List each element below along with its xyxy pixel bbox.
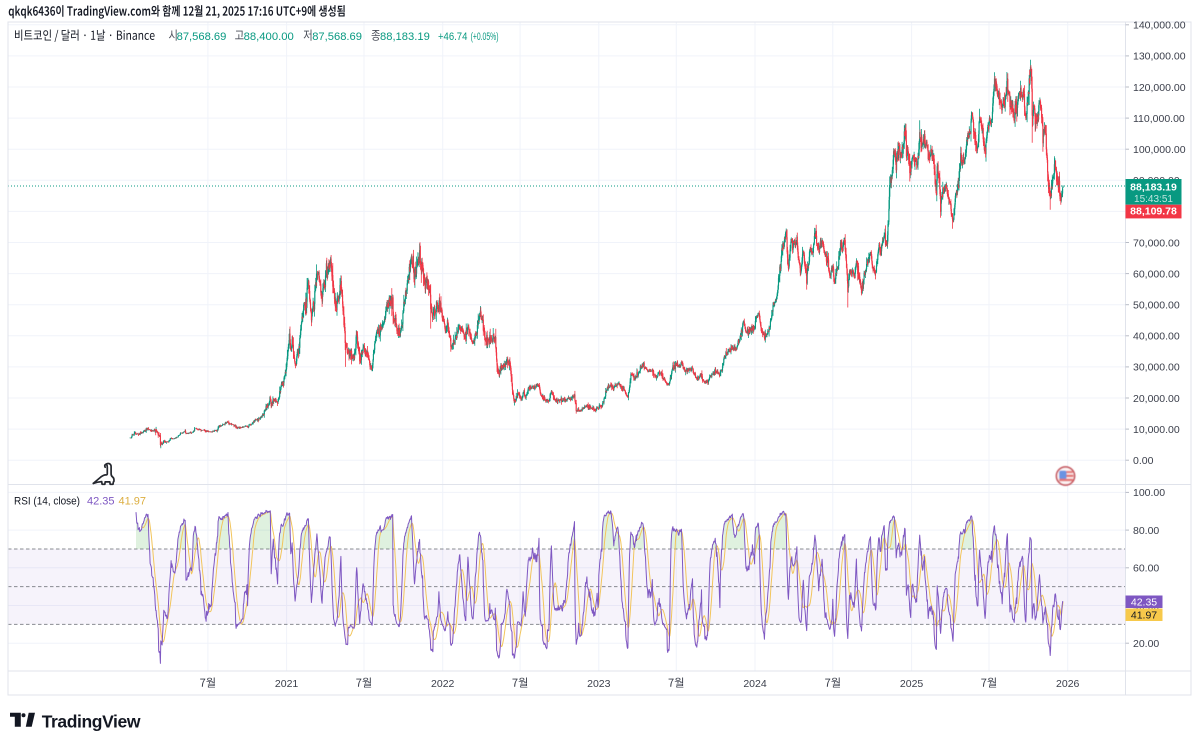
- svg-text:88,183.19: 88,183.19: [1130, 181, 1177, 193]
- svg-text:2021: 2021: [275, 678, 299, 690]
- svg-text:2026: 2026: [1056, 678, 1080, 690]
- svg-text:40,000.00: 40,000.00: [1133, 331, 1180, 343]
- svg-text:RSI (14, close): RSI (14, close): [14, 496, 80, 508]
- svg-text:70,000.00: 70,000.00: [1133, 237, 1180, 249]
- svg-text:80.00: 80.00: [1133, 525, 1159, 537]
- svg-text:88,400.00: 88,400.00: [244, 31, 294, 43]
- svg-text:88,109.78: 88,109.78: [1130, 206, 1177, 218]
- svg-text:120,000.00: 120,000.00: [1133, 82, 1186, 94]
- svg-text:2025: 2025: [900, 678, 924, 690]
- svg-text:100.00: 100.00: [1133, 487, 1165, 499]
- svg-text:2022: 2022: [431, 678, 455, 690]
- svg-text:TradingView: TradingView: [42, 711, 141, 731]
- svg-text:50,000.00: 50,000.00: [1133, 300, 1180, 312]
- svg-text:+46.74: +46.74: [438, 31, 467, 43]
- svg-text:60,000.00: 60,000.00: [1133, 268, 1180, 280]
- svg-text:10,000.00: 10,000.00: [1133, 424, 1180, 436]
- svg-text:42.35: 42.35: [1131, 596, 1157, 608]
- svg-text:87,568.69: 87,568.69: [312, 31, 362, 43]
- svg-text:41.97: 41.97: [119, 496, 147, 508]
- svg-text:88,183.19: 88,183.19: [380, 31, 430, 43]
- svg-text:(+0.05%): (+0.05%): [471, 31, 499, 43]
- svg-text:60.00: 60.00: [1133, 563, 1159, 575]
- svg-text:30,000.00: 30,000.00: [1133, 362, 1180, 374]
- svg-text:110,000.00: 110,000.00: [1133, 113, 1185, 125]
- svg-text:0.00: 0.00: [1133, 455, 1154, 467]
- svg-text:2023: 2023: [587, 678, 611, 690]
- svg-text:100,000.00: 100,000.00: [1133, 144, 1186, 156]
- svg-text:2024: 2024: [743, 678, 767, 690]
- svg-text:15:43:51: 15:43:51: [1134, 194, 1173, 205]
- svg-text:42.35: 42.35: [87, 496, 115, 508]
- svg-text:20,000.00: 20,000.00: [1133, 393, 1180, 405]
- svg-text:140,000.00: 140,000.00: [1133, 20, 1186, 32]
- svg-text:20.00: 20.00: [1133, 638, 1159, 650]
- svg-text:130,000.00: 130,000.00: [1133, 51, 1186, 63]
- svg-text:87,568.69: 87,568.69: [177, 31, 227, 43]
- svg-text:41.97: 41.97: [1131, 609, 1157, 621]
